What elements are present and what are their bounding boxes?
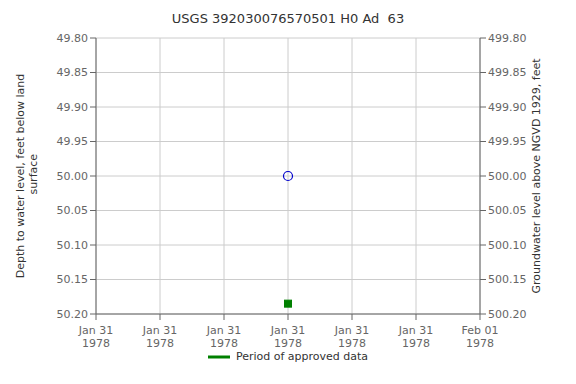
html-text:Period of approved data: Period of approved data [235, 350, 369, 363]
svg-text:Jan 311978: Jan 311978 [398, 324, 433, 350]
svg-text:499.85: 499.85 [488, 66, 527, 79]
svg-text:Jan 311978: Jan 311978 [206, 324, 241, 350]
html-text:USGS 392030076570501 H0 Ad 63: USGS 392030076570501 H0 Ad 63 [171, 11, 405, 26]
svg-text:49.80: 49.80 [57, 32, 89, 45]
svg-text:499.80: 499.80 [488, 32, 527, 45]
svg-text:49.95: 49.95 [57, 135, 89, 148]
svg-text:Groundwater level above NGVD 1: Groundwater level above NGVD 1929, feet [530, 58, 543, 294]
svg-text:500.15: 500.15 [488, 273, 527, 286]
svg-text:50.05: 50.05 [57, 204, 89, 217]
svg-text:500.00: 500.00 [488, 170, 527, 183]
svg-text:Jan 311978: Jan 311978 [270, 324, 305, 350]
svg-text:49.90: 49.90 [57, 101, 89, 114]
svg-text:500.05: 500.05 [488, 204, 527, 217]
svg-text:Jan 311978: Jan 311978 [142, 324, 177, 350]
svg-text:50.15: 50.15 [57, 273, 89, 286]
svg-text:Jan 311978: Jan 311978 [334, 324, 369, 350]
svg-text:50.20: 50.20 [57, 308, 89, 321]
svg-text:50.10: 50.10 [57, 239, 89, 252]
svg-text:499.90: 499.90 [488, 101, 527, 114]
svg-text:499.95: 499.95 [488, 135, 527, 148]
svg-text:Jan 311978: Jan 311978 [78, 324, 113, 350]
svg-text:500.10: 500.10 [488, 239, 527, 252]
svg-text:Feb 011978: Feb 011978 [462, 324, 499, 350]
svg-text:49.85: 49.85 [57, 66, 89, 79]
svg-text:Depth to water level, feet bel: Depth to water level, feet below land su… [14, 74, 40, 279]
svg-text:50.00: 50.00 [57, 170, 89, 183]
svg-text:500.20: 500.20 [488, 308, 527, 321]
